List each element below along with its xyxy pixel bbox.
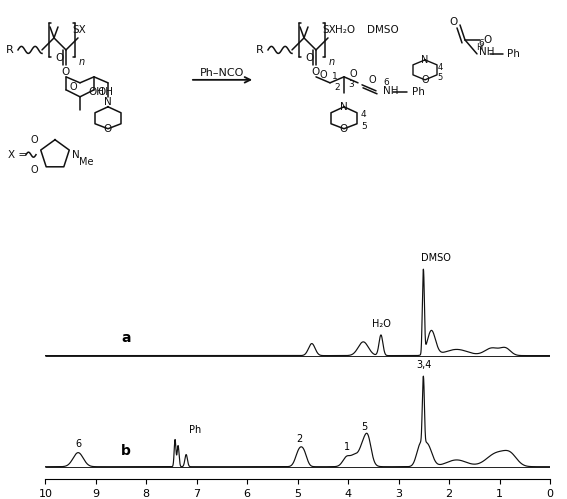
Text: Ph–NCO: Ph–NCO <box>200 68 244 78</box>
Text: O: O <box>449 17 457 27</box>
Text: DMSO: DMSO <box>367 25 399 35</box>
Text: OH: OH <box>88 87 104 97</box>
Text: R: R <box>6 45 14 55</box>
Text: 6: 6 <box>478 39 484 48</box>
Text: 4: 4 <box>361 110 367 119</box>
Text: 5: 5 <box>361 122 367 131</box>
Text: O: O <box>62 67 70 77</box>
Text: X =: X = <box>9 150 28 160</box>
Text: SX: SX <box>322 25 336 35</box>
Text: Me: Me <box>79 157 94 167</box>
Text: n: n <box>79 57 85 67</box>
Text: O: O <box>104 124 112 134</box>
Text: DMSO: DMSO <box>421 253 451 263</box>
Text: OH: OH <box>97 87 113 97</box>
Text: 5: 5 <box>361 422 367 432</box>
Text: 5: 5 <box>437 73 443 82</box>
Text: 1: 1 <box>344 442 350 452</box>
Text: O: O <box>340 124 348 134</box>
Text: SX: SX <box>72 25 86 35</box>
Text: n: n <box>329 57 335 67</box>
Text: O: O <box>55 53 63 63</box>
Text: O: O <box>30 135 38 145</box>
Text: Ph: Ph <box>507 49 520 59</box>
Text: 2: 2 <box>334 83 340 92</box>
Text: N: N <box>340 102 348 112</box>
Text: N: N <box>72 150 80 160</box>
Text: 6: 6 <box>75 439 81 449</box>
Text: O: O <box>421 75 429 85</box>
Text: O: O <box>305 53 313 63</box>
Text: H₂O: H₂O <box>335 25 355 35</box>
Text: O: O <box>319 70 327 80</box>
Text: H₂O: H₂O <box>371 319 390 329</box>
Text: 6: 6 <box>383 78 389 87</box>
Text: O: O <box>368 75 376 85</box>
Text: 3: 3 <box>348 80 354 89</box>
Text: O: O <box>349 69 357 79</box>
Text: 1: 1 <box>332 72 338 81</box>
Text: N: N <box>104 97 112 107</box>
Text: 4: 4 <box>437 63 443 72</box>
Text: R: R <box>256 45 264 55</box>
Text: O: O <box>30 165 38 175</box>
Text: Ph: Ph <box>189 425 201 435</box>
Text: H: H <box>476 43 482 52</box>
Text: b: b <box>121 445 131 459</box>
Text: 2: 2 <box>296 434 302 444</box>
Text: NH: NH <box>383 86 399 96</box>
Text: N: N <box>421 55 429 65</box>
Text: O: O <box>69 82 77 92</box>
Text: a: a <box>121 331 130 345</box>
Text: O: O <box>312 67 320 77</box>
Text: O: O <box>483 35 491 45</box>
Text: Ph: Ph <box>412 87 425 97</box>
Text: NH: NH <box>479 47 494 57</box>
Text: 3,4: 3,4 <box>416 360 431 370</box>
